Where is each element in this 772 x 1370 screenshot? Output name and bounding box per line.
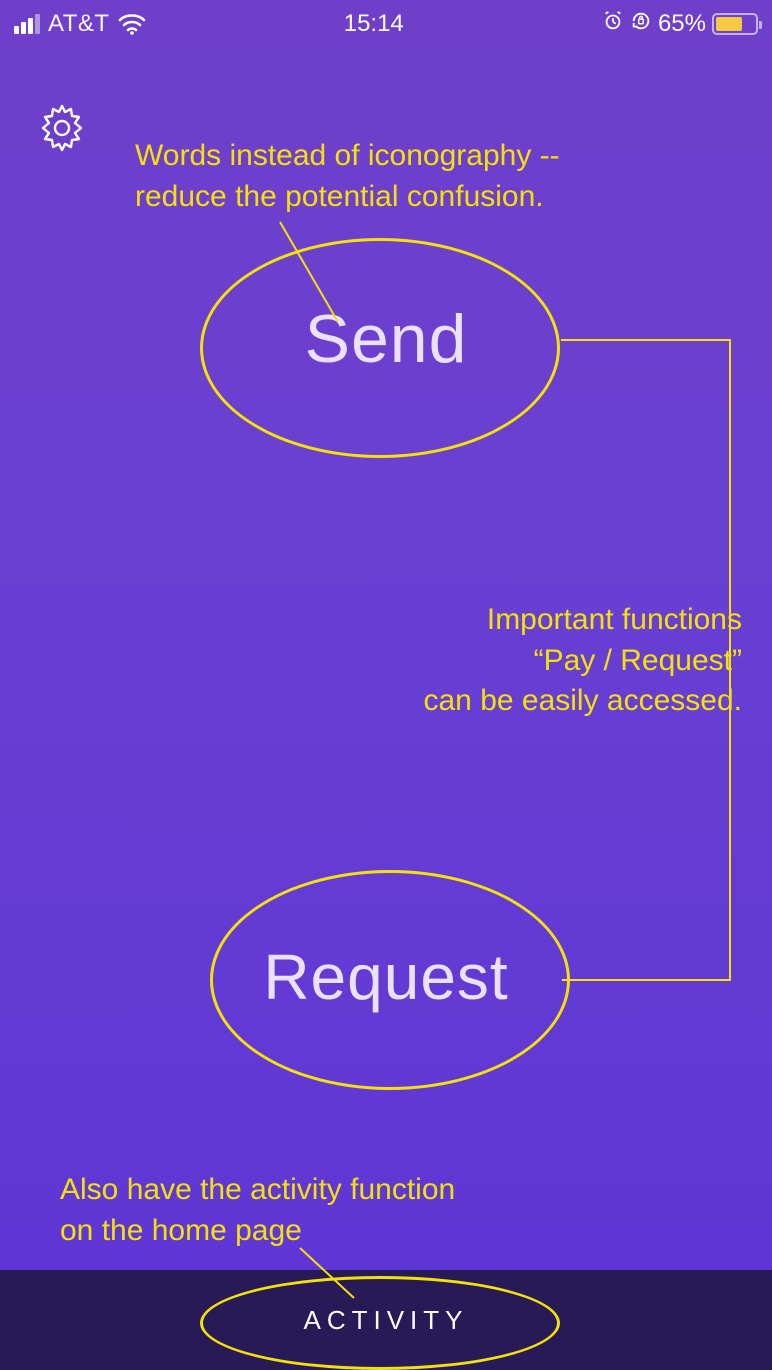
status-bar: AT&T 15:14 65%: [0, 0, 772, 48]
carrier-label: AT&T: [48, 10, 110, 38]
annotation-text-bottom-l2: on the home page: [60, 1214, 302, 1247]
status-left: AT&T: [14, 10, 146, 38]
app-screen: AT&T 15:14 65%: [0, 0, 772, 1370]
alarm-icon: [602, 10, 624, 38]
annotation-text-middle-l3: can be easily accessed.: [423, 684, 742, 717]
status-right: 65%: [602, 10, 758, 38]
annotation-text-middle: Important functions “Pay / Request” can …: [312, 600, 742, 722]
battery-percent: 65%: [658, 10, 706, 38]
cellular-signal-icon: [14, 14, 40, 34]
battery-icon: [712, 13, 758, 35]
annotation-text-middle-l2: “Pay / Request”: [534, 644, 742, 677]
wifi-icon: [118, 13, 146, 35]
activity-button[interactable]: ACTIVITY: [303, 1305, 468, 1336]
annotation-text-middle-l1: Important functions: [487, 603, 742, 636]
status-time: 15:14: [344, 10, 404, 38]
orientation-lock-icon: [630, 10, 652, 38]
annotation-text-top-l1: Words instead of iconography --: [135, 139, 560, 172]
annotation-text-bottom-l1: Also have the activity function: [60, 1173, 455, 1206]
annotation-text-bottom: Also have the activity function on the h…: [60, 1170, 600, 1251]
send-button[interactable]: Send: [0, 300, 772, 378]
request-button[interactable]: Request: [0, 940, 772, 1014]
gear-icon: [34, 143, 90, 160]
activity-bar: ACTIVITY: [0, 1270, 772, 1370]
settings-button[interactable]: [34, 100, 90, 156]
battery-fill: [716, 17, 742, 31]
annotation-text-top-l2: reduce the potential confusion.: [135, 180, 544, 213]
annotation-text-top: Words instead of iconography -- reduce t…: [135, 136, 695, 217]
